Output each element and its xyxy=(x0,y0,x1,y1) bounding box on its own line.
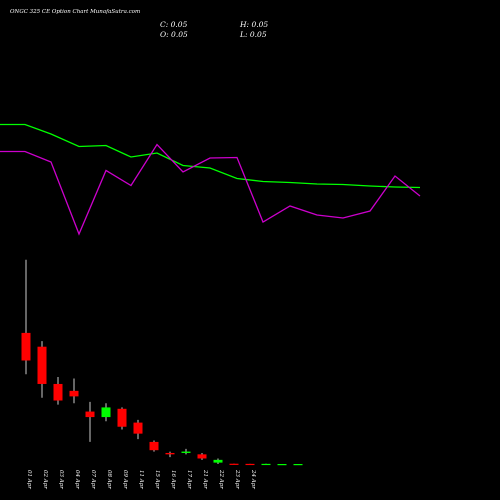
candle-body xyxy=(245,463,255,466)
x-tick-label: 17 Apr xyxy=(186,470,192,489)
candle-body xyxy=(37,346,47,384)
x-tick-label: 23 Apr xyxy=(234,469,240,489)
indicator-line-2 xyxy=(0,143,421,236)
candle-body xyxy=(261,463,271,466)
x-tick-label: 24 Apr xyxy=(250,469,256,489)
x-tick-label: 16 Apr xyxy=(170,470,176,489)
x-tick-label: 11 Apr xyxy=(138,470,144,489)
x-tick-label: 04 Apr xyxy=(74,470,80,489)
x-tick-label: 08 Apr xyxy=(106,470,112,489)
low-value: L: 0.05 xyxy=(240,30,267,39)
candle-body xyxy=(21,332,31,361)
candle-body xyxy=(117,408,127,427)
x-tick-label: 21 Apr xyxy=(202,469,208,489)
candle-body xyxy=(133,422,143,434)
chart-title: ONGC 325 CE Option Chart MunafaSutra.com xyxy=(10,9,141,15)
open-value: O: 0.05 xyxy=(160,30,188,39)
candle-body xyxy=(181,451,191,453)
high-value: H: 0.05 xyxy=(240,20,269,29)
indicator-line-1 xyxy=(0,123,421,189)
candle-body xyxy=(277,464,287,466)
close-value: C: 0.05 xyxy=(160,20,188,29)
candle-body xyxy=(149,441,159,451)
x-tick-label: 15 Apr xyxy=(154,470,160,489)
candle-body xyxy=(53,383,63,401)
x-tick-label: 01 Apr xyxy=(26,470,32,489)
x-tick-label: 03 Apr xyxy=(58,470,64,489)
candle-body xyxy=(213,459,223,463)
candle-body xyxy=(85,411,95,418)
x-tick-label: 22 Apr xyxy=(218,469,224,489)
candle-body xyxy=(197,454,207,459)
candle-body xyxy=(165,452,175,455)
candle-body xyxy=(229,463,239,465)
x-tick-label: 09 Apr xyxy=(122,470,128,489)
x-tick-label: 02 Apr xyxy=(42,470,48,489)
candle-body xyxy=(69,390,79,397)
x-tick-label: 07 Apr xyxy=(90,470,96,489)
candle-body xyxy=(101,407,111,418)
candle-body xyxy=(293,464,303,466)
